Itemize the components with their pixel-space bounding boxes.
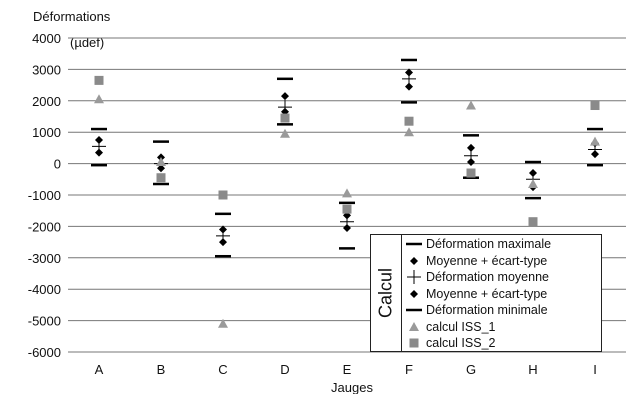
legend: Calcul Déformation maximale Moyenne + éca… [370, 234, 602, 352]
data-point-triangle [94, 94, 104, 104]
y-tick-label: -3000 [28, 251, 61, 266]
legend-marker-hbar [406, 243, 422, 246]
data-point-square [280, 113, 290, 123]
data-point-square [466, 168, 476, 178]
legend-label: Déformation maximale [426, 237, 552, 252]
data-point-triangle [156, 157, 166, 167]
legend-item: Déformation minimale [405, 302, 551, 319]
legend-marker-hbar [406, 309, 422, 312]
x-tick-label: C [218, 362, 227, 377]
legend-item: Déformation maximale [405, 236, 551, 253]
data-point-square [94, 75, 104, 85]
data-point-diamond [95, 148, 103, 157]
data-point-triangle [528, 179, 538, 189]
y-axis-title: Déformations [33, 9, 111, 24]
data-point-diamond [219, 238, 227, 247]
x-tick-label: F [405, 362, 413, 377]
legend-item: Moyenne + écart-type [405, 286, 551, 303]
data-point-diamond [281, 92, 289, 101]
data-point-square [528, 217, 538, 227]
legend-marker-triangle [409, 321, 419, 331]
legend-label: calcul ISS_1 [426, 319, 496, 334]
legend-marker [410, 256, 418, 265]
legend-title-box: Calcul [371, 235, 402, 351]
legend-label: Moyenne + écart-type [426, 286, 548, 301]
x-tick-label: I [593, 362, 597, 377]
y-tick-label: -6000 [28, 345, 61, 360]
legend-marker [407, 270, 421, 285]
legend-marker [410, 289, 418, 298]
data-point-diamond [157, 164, 165, 173]
data-point-triangle [342, 188, 352, 198]
legend-marker-plus [407, 270, 421, 285]
y-tick-label: 4000 [32, 31, 61, 46]
legend-marker-square [409, 338, 419, 348]
legend-item: Moyenne + écart-type [405, 253, 551, 270]
x-tick-label: H [528, 362, 537, 377]
legend-marker-diamond [410, 289, 418, 298]
data-point-square [218, 190, 228, 200]
y-tick-label: -2000 [28, 219, 61, 234]
y-tick-label: -4000 [28, 282, 61, 297]
data-point-square [342, 204, 352, 214]
data-point-diamond [343, 223, 351, 232]
legend-label: Moyenne + écart-type [426, 253, 548, 268]
x-tick-label: G [466, 362, 476, 377]
data-point-triangle [590, 136, 600, 146]
data-point-triangle [280, 128, 290, 138]
data-point-square [590, 101, 600, 111]
data-point-triangle [466, 100, 476, 110]
legend-label: Déformation minimale [426, 303, 548, 318]
y-tick-label: -1000 [28, 188, 61, 203]
y-tick-labels: 4000 3000 2000 1000 0 -1000 -2000 -3000 -4000 -50… [28, 31, 61, 360]
data-point-square [156, 173, 166, 183]
legend-marker-diamond [410, 256, 418, 265]
x-tick-labels: A B C D E F G H I [95, 362, 597, 377]
legend-title: Calcul [375, 267, 396, 319]
x-tick-label: A [95, 362, 104, 377]
data-markers [91, 58, 603, 328]
x-tick-label: B [157, 362, 166, 377]
legend-items: Déformation maximale Moyenne + écart-type… [405, 236, 551, 352]
legend-label: Déformation moyenne [426, 270, 549, 285]
data-point-square [404, 116, 414, 126]
legend-item: calcul ISS_2 [405, 335, 551, 352]
y-tick-label: 1000 [32, 125, 61, 140]
legend-item: Déformation moyenne [405, 269, 551, 286]
y-tick-label: 3000 [32, 62, 61, 77]
x-tick-label: E [343, 362, 352, 377]
y-axis-unit: (µdef) [70, 35, 104, 50]
y-tick-label: 0 [54, 157, 61, 172]
data-point-triangle [404, 127, 414, 137]
data-point-diamond [591, 150, 599, 159]
x-tick-label: D [280, 362, 289, 377]
data-point-diamond [467, 143, 475, 152]
data-point-triangle [218, 318, 228, 328]
x-axis-title: Jauges [331, 380, 373, 394]
legend-label: calcul ISS_2 [426, 336, 496, 351]
y-tick-label: 2000 [32, 94, 61, 109]
data-point-diamond [467, 158, 475, 167]
y-tick-label: -5000 [28, 314, 61, 329]
data-point-diamond [405, 82, 413, 91]
legend-marker [409, 321, 419, 331]
legend-item: calcul ISS_1 [405, 319, 551, 336]
legend-marker [409, 338, 419, 348]
